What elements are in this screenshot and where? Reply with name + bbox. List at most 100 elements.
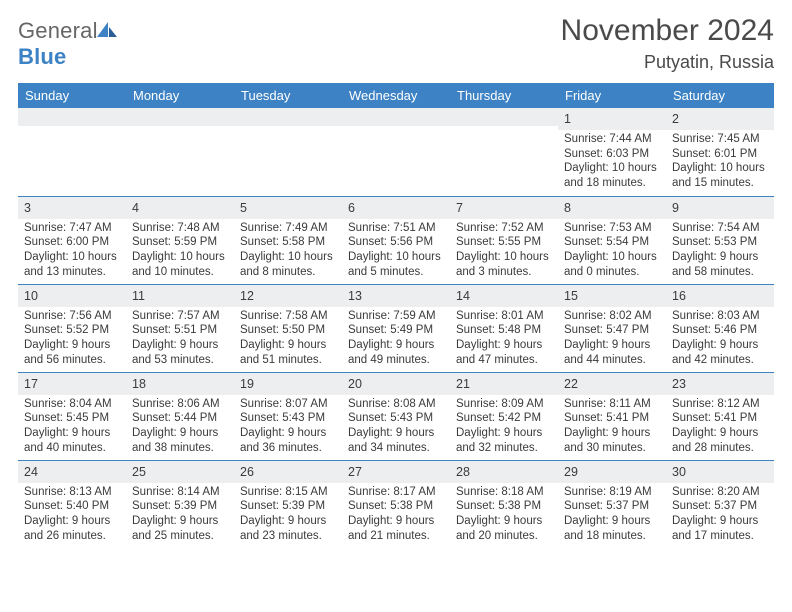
day-number-band: 11 [126, 285, 234, 307]
daylight-text: Daylight: 10 hours and 3 minutes. [456, 250, 552, 279]
day-number-band: 30 [666, 461, 774, 483]
daylight-text: Daylight: 9 hours and 42 minutes. [672, 338, 768, 367]
sunset-text: Sunset: 5:37 PM [564, 499, 660, 514]
sunrise-text: Sunrise: 8:07 AM [240, 397, 336, 412]
sunset-text: Sunset: 5:39 PM [240, 499, 336, 514]
sunrise-text: Sunrise: 8:19 AM [564, 485, 660, 500]
sunset-text: Sunset: 5:49 PM [348, 323, 444, 338]
daylight-text: Daylight: 9 hours and 40 minutes. [24, 426, 120, 455]
day-cell: 24Sunrise: 8:13 AMSunset: 5:40 PMDayligh… [18, 460, 126, 548]
day-number: 21 [456, 377, 470, 391]
day-number: 19 [240, 377, 254, 391]
sunrise-text: Sunrise: 8:17 AM [348, 485, 444, 500]
calendar-table: Sunday Monday Tuesday Wednesday Thursday… [18, 83, 774, 548]
sunset-text: Sunset: 5:45 PM [24, 411, 120, 426]
daylight-text: Daylight: 9 hours and 36 minutes. [240, 426, 336, 455]
day-details: Sunrise: 7:56 AMSunset: 5:52 PMDaylight:… [18, 307, 126, 372]
day-number: 11 [132, 289, 145, 303]
day-number: 1 [564, 112, 571, 126]
empty-day-band [450, 108, 558, 126]
day-cell: 14Sunrise: 8:01 AMSunset: 5:48 PMDayligh… [450, 284, 558, 372]
day-number-band: 7 [450, 197, 558, 219]
daylight-text: Daylight: 9 hours and 58 minutes. [672, 250, 768, 279]
day-number-band: 1 [558, 108, 666, 130]
day-cell: 19 Sunrise: 8:07 AMSunset: 5:43 PMDayligh… [234, 372, 342, 460]
day-details: Sunrise: 8:19 AMSunset: 5:37 PMDaylight:… [558, 483, 666, 548]
calendar-body: 1 Sunrise: 7:44 AMSunset: 6:03 PMDaylight… [18, 108, 774, 548]
dow-sunday: Sunday [18, 83, 126, 108]
sunrise-text: Sunrise: 7:57 AM [132, 309, 228, 324]
empty-day-band [18, 108, 126, 126]
day-details: Sunrise: 7:58 AMSunset: 5:50 PMDaylight:… [234, 307, 342, 372]
location-label: Putyatin, Russia [561, 52, 774, 73]
day-cell: 6 Sunrise: 7:51 AMSunset: 5:56 PMDaylight… [342, 196, 450, 284]
daylight-text: Daylight: 9 hours and 18 minutes. [564, 514, 660, 543]
sunset-text: Sunset: 5:40 PM [24, 499, 120, 514]
day-cell: 2Sunrise: 7:45 AMSunset: 6:01 PMDaylight… [666, 108, 774, 196]
sunset-text: Sunset: 5:55 PM [456, 235, 552, 250]
day-number-band: 12 [234, 285, 342, 307]
day-number: 16 [672, 289, 686, 303]
sunrise-text: Sunrise: 8:14 AM [132, 485, 228, 500]
day-number-band: 28 [450, 461, 558, 483]
day-details: Sunrise: 8:01 AMSunset: 5:48 PMDaylight:… [450, 307, 558, 372]
day-cell: 18Sunrise: 8:06 AMSunset: 5:44 PMDayligh… [126, 372, 234, 460]
daylight-text: Daylight: 9 hours and 53 minutes. [132, 338, 228, 367]
brand-text: General Blue [18, 18, 118, 70]
daylight-text: Daylight: 9 hours and 17 minutes. [672, 514, 768, 543]
day-details: Sunrise: 8:02 AMSunset: 5:47 PMDaylight:… [558, 307, 666, 372]
daylight-text: Daylight: 9 hours and 23 minutes. [240, 514, 336, 543]
day-details: Sunrise: 7:57 AMSunset: 5:51 PMDaylight:… [126, 307, 234, 372]
daylight-text: Daylight: 10 hours and 18 minutes. [564, 161, 660, 190]
sunrise-text: Sunrise: 7:59 AM [348, 309, 444, 324]
day-number-band: 6 [342, 197, 450, 219]
day-cell: 15Sunrise: 8:02 AMSunset: 5:47 PMDayligh… [558, 284, 666, 372]
day-details: Sunrise: 8:04 AMSunset: 5:45 PMDaylight:… [18, 395, 126, 460]
day-cell [450, 108, 558, 196]
daylight-text: Daylight: 9 hours and 26 minutes. [24, 514, 120, 543]
day-cell: 11 Sunrise: 7:57 AMSunset: 5:51 PMDayligh… [126, 284, 234, 372]
sunset-text: Sunset: 5:38 PM [456, 499, 552, 514]
day-details: Sunrise: 8:08 AMSunset: 5:43 PMDaylight:… [342, 395, 450, 460]
day-number-band: 14 [450, 285, 558, 307]
sunrise-text: Sunrise: 8:18 AM [456, 485, 552, 500]
sunrise-text: Sunrise: 7:47 AM [24, 221, 120, 236]
sunset-text: Sunset: 5:44 PM [132, 411, 228, 426]
day-details: Sunrise: 7:44 AMSunset: 6:03 PMDaylight:… [558, 130, 666, 195]
daylight-text: Daylight: 10 hours and 15 minutes. [672, 161, 768, 190]
day-number-band: 22 [558, 373, 666, 395]
day-details: Sunrise: 7:45 AMSunset: 6:01 PMDaylight:… [666, 130, 774, 195]
day-number: 6 [348, 201, 355, 215]
day-cell: 30Sunrise: 8:20 AMSunset: 5:37 PMDayligh… [666, 460, 774, 548]
brand-prefix: General [18, 18, 98, 43]
sunset-text: Sunset: 5:43 PM [240, 411, 336, 426]
day-cell [18, 108, 126, 196]
sunset-text: Sunset: 5:48 PM [456, 323, 552, 338]
day-details: Sunrise: 7:59 AMSunset: 5:49 PMDaylight:… [342, 307, 450, 372]
day-details: Sunrise: 8:03 AMSunset: 5:46 PMDaylight:… [666, 307, 774, 372]
sunset-text: Sunset: 5:41 PM [564, 411, 660, 426]
day-number-band: 21 [450, 373, 558, 395]
day-details: Sunrise: 8:20 AMSunset: 5:37 PMDaylight:… [666, 483, 774, 548]
daylight-text: Daylight: 9 hours and 38 minutes. [132, 426, 228, 455]
day-cell [342, 108, 450, 196]
sunset-text: Sunset: 5:41 PM [672, 411, 768, 426]
sunrise-text: Sunrise: 7:45 AM [672, 132, 768, 147]
day-cell: 17Sunrise: 8:04 AMSunset: 5:45 PMDayligh… [18, 372, 126, 460]
day-cell [126, 108, 234, 196]
month-title: November 2024 [561, 14, 774, 48]
day-number: 10 [24, 289, 38, 303]
day-cell: 25Sunrise: 8:14 AMSunset: 5:39 PMDayligh… [126, 460, 234, 548]
day-number-band: 5 [234, 197, 342, 219]
daylight-text: Daylight: 10 hours and 0 minutes. [564, 250, 660, 279]
day-number: 27 [348, 465, 362, 479]
dow-saturday: Saturday [666, 83, 774, 108]
day-details: Sunrise: 8:15 AMSunset: 5:39 PMDaylight:… [234, 483, 342, 548]
sunset-text: Sunset: 5:59 PM [132, 235, 228, 250]
day-number-band: 10 [18, 285, 126, 307]
sunrise-text: Sunrise: 7:58 AM [240, 309, 336, 324]
sunset-text: Sunset: 5:52 PM [24, 323, 120, 338]
day-details: Sunrise: 7:51 AMSunset: 5:56 PMDaylight:… [342, 219, 450, 284]
sunrise-text: Sunrise: 8:06 AM [132, 397, 228, 412]
sunrise-text: Sunrise: 7:52 AM [456, 221, 552, 236]
